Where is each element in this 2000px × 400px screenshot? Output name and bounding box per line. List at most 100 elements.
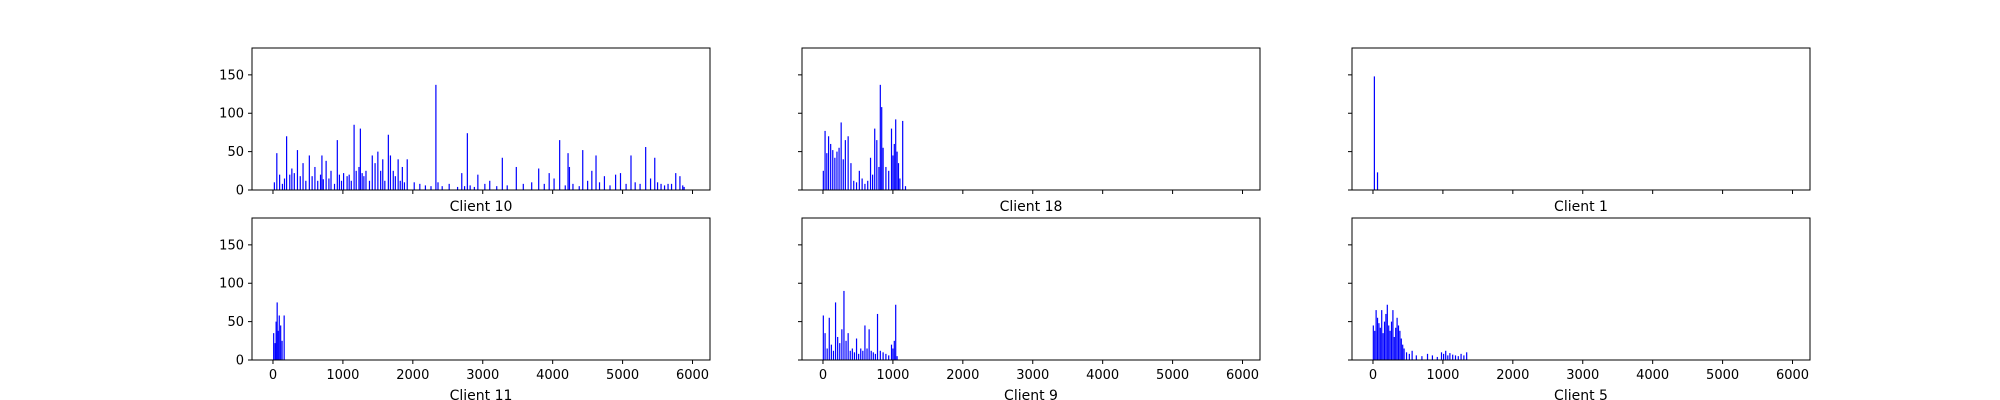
bar [553,178,555,190]
bar [890,344,893,360]
bar [346,176,348,190]
bar [1415,355,1417,360]
bar [387,134,389,190]
x-tick-label: 3000 [466,368,499,383]
bar [1411,350,1413,360]
axes-frame [801,47,1261,191]
bar [321,155,323,190]
bar [625,183,627,190]
bar [401,166,403,190]
bar [895,119,897,190]
bar [280,325,282,360]
bar [876,140,878,190]
bar [538,168,540,190]
bar [888,355,890,360]
bar [1443,353,1445,360]
bar [670,183,673,190]
bar [441,186,443,190]
bar [654,157,656,190]
bar [273,182,275,190]
bar [844,140,846,190]
bar [890,128,893,190]
subplot-client-18: Client 18 [798,47,1261,215]
subplot-client-11: 0 1000 2000 3000 4000 5000 6000 0 50 100 150 Clie… [219,217,711,400]
bar [437,182,439,190]
bar [276,153,278,190]
bar [1426,353,1429,360]
bar [1454,355,1457,360]
bar [867,180,869,190]
x-axis-ticks: 0 1000 2000 3000 4000 5000 6000 [269,360,709,383]
bar [279,174,281,190]
bar [424,185,427,190]
bar [902,120,904,190]
bar [660,183,662,190]
bar [413,182,415,190]
bar [348,174,350,190]
bar [1405,352,1408,360]
x-tick-label: 1000 [1426,368,1459,383]
bar [864,183,866,190]
bar [830,344,832,360]
x-tick-label: 0 [269,368,277,383]
subplot-title: Client 9 [1004,388,1058,400]
bar [874,353,877,360]
y-axis-ticks [1348,74,1352,191]
bar [853,352,856,360]
bar [365,170,367,190]
x-tick-label: 5000 [1706,368,1739,383]
bar [839,343,841,360]
bar [403,182,406,190]
bar [603,176,606,190]
bar [881,107,883,190]
bar [496,186,498,190]
bar [543,183,545,190]
bar [1395,327,1397,360]
bar [1375,310,1377,360]
y-tick-label: 100 [219,277,244,292]
bar [368,180,371,190]
bar [1402,344,1404,360]
bar [868,329,870,360]
bar [841,329,843,360]
bar [1421,356,1423,360]
bar [384,180,386,190]
bar [397,159,399,190]
bar [1383,321,1386,360]
bar [878,166,880,190]
bar [649,178,652,190]
x-tick-label: 6000 [1776,368,1809,383]
x-tick-label: 3000 [1016,368,1049,383]
bar [639,183,641,190]
bar [1378,323,1380,360]
bar [683,186,685,190]
axes-frame [251,217,711,361]
subplot-title: Client 11 [450,388,513,400]
bar-series [822,84,907,190]
bar [847,136,849,190]
bar [896,151,898,190]
bar [515,166,517,190]
bar [572,183,574,190]
bar [330,170,332,190]
bar [291,168,293,190]
bar [333,183,336,190]
bar [663,185,666,190]
y-axis-ticks [1348,244,1352,361]
y-tick-label: 50 [227,145,244,160]
bar [1408,353,1410,360]
bar [1372,325,1374,360]
bar [1400,338,1402,360]
x-tick-label: 4000 [1636,368,1669,383]
y-axis-ticks [798,244,802,361]
bar-series [273,84,685,190]
bar [832,150,834,190]
bar [855,182,858,190]
bar [847,333,849,360]
bar [1397,325,1400,360]
axes-frame [1351,217,1811,361]
y-axis-ticks: 0 50 100 150 [219,238,252,369]
subplot-title: Client 5 [1554,388,1608,400]
